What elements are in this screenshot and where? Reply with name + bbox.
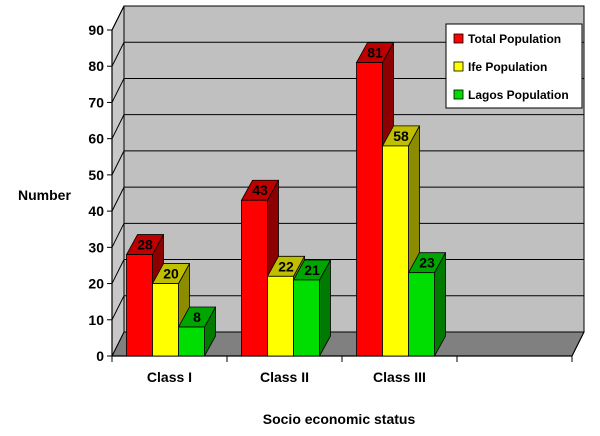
y-tick-label: 0 [96, 348, 104, 364]
data-labels: 28 20 8 43 22 21 81 58 23 [137, 45, 435, 325]
legend-label: Total Population [468, 32, 561, 46]
legend-label: Lagos Population [468, 88, 569, 102]
x-tick-label: Class III [373, 369, 426, 385]
data-label: 43 [252, 182, 268, 198]
legend-label: Ife Population [468, 60, 547, 74]
legend-swatch [453, 61, 464, 72]
y-tick-label: 40 [88, 203, 104, 219]
legend-box [445, 23, 583, 109]
gridlines [111, 5, 584, 321]
gridline [111, 114, 584, 139]
bar [292, 259, 332, 357]
gridline [111, 150, 584, 176]
y-axis-title: Number [18, 187, 71, 203]
bar [177, 306, 217, 357]
data-label: 23 [419, 255, 435, 271]
legend-swatch [453, 33, 464, 44]
bar-front [126, 254, 153, 357]
y-tick-label: 30 [88, 239, 104, 255]
data-label: 22 [278, 258, 294, 274]
bar-front [293, 279, 320, 357]
bar-front [152, 283, 179, 357]
bar-front [382, 145, 409, 357]
y-tick-label: 20 [88, 276, 104, 292]
y-tick-label: 70 [88, 94, 104, 110]
data-label: 8 [193, 309, 201, 325]
data-label: 81 [367, 45, 383, 61]
data-label: 28 [137, 237, 153, 253]
gridline [111, 222, 584, 248]
chart-side-wall [111, 5, 125, 357]
x-tick-label: Class II [260, 369, 309, 385]
gridline [111, 186, 584, 212]
gridline [111, 77, 584, 103]
data-label: 21 [304, 262, 320, 278]
x-axis-depth-line [571, 331, 585, 357]
bar-front [408, 272, 435, 357]
bar-front [178, 326, 205, 357]
y-tick-label: 10 [88, 312, 104, 328]
y-tick-label: 90 [88, 22, 104, 38]
legend: Total Population Ife Population Lagos Popu… [445, 23, 583, 109]
bars [125, 42, 447, 357]
y-axis: 0 10 20 30 40 50 60 70 80 90 [88, 22, 113, 364]
bar-front [356, 62, 383, 357]
legend-swatch [453, 89, 464, 100]
bar-front [267, 275, 294, 357]
y-tick-label: 80 [88, 58, 104, 74]
bar [407, 252, 447, 357]
data-label: 58 [393, 128, 409, 144]
data-label: 20 [163, 266, 179, 282]
y-tick-label: 50 [88, 167, 104, 183]
x-tick-label: Class I [147, 369, 192, 385]
gridline [111, 41, 584, 67]
bar-front [241, 199, 268, 357]
x-axis-title: Socio economic status [263, 411, 416, 427]
y-tick-label: 60 [88, 131, 104, 147]
gridline [111, 5, 584, 31]
